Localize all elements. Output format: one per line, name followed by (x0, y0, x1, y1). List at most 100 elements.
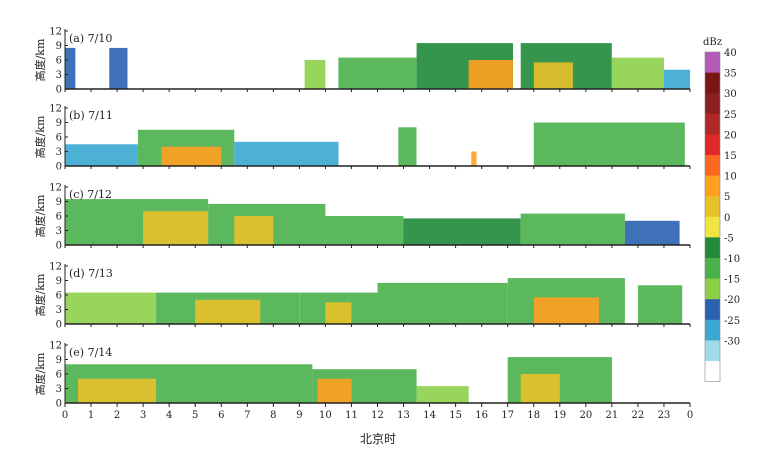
echo-segment (325, 302, 352, 325)
colorbar-cell (705, 155, 720, 176)
colorbar-cell (705, 72, 720, 94)
y-tick-label: 6 (56, 133, 62, 144)
y-tick-label: 12 (49, 341, 62, 352)
x-tick-label: 1 (88, 410, 94, 421)
x-tick-label: 12 (371, 410, 384, 421)
y-tick-label: 9 (56, 355, 62, 366)
x-tick-label: 17 (501, 410, 514, 421)
y-axis-label: 高度/km (33, 38, 47, 81)
echo-segment (109, 47, 128, 89)
echo-segment (611, 57, 664, 89)
y-axis-label: 高度/km (33, 115, 47, 158)
echo-segment (468, 60, 513, 89)
y-tick-label: 6 (56, 291, 62, 302)
echo-segment (471, 151, 477, 166)
panel-label: (a) 7/10 (69, 32, 112, 45)
x-tick-label: 2 (114, 410, 120, 421)
echo-segment (161, 146, 222, 166)
x-tick-label: 18 (527, 410, 540, 421)
x-tick-label: 4 (166, 410, 172, 421)
x-axis: 0 1 2 3 4 5 6 7 8 9 10 11 12 13 14 15 16 17 18 19 20 21 22 23 0 (62, 89, 693, 421)
colorbar-cell (705, 52, 720, 73)
colorbar-tick-label: -15 (724, 275, 740, 286)
y-tick-label: 0 (56, 241, 62, 252)
colorbar-cell (705, 113, 720, 135)
y-tick-label: 3 (56, 147, 62, 158)
echo-segment (398, 127, 417, 166)
echo-segment (520, 374, 560, 403)
x-tick-label: 22 (632, 410, 645, 421)
x-tick-label: 0 (687, 410, 693, 421)
y-tick-label: 3 (56, 384, 62, 395)
echo-segment (338, 57, 417, 89)
echo-segment (65, 47, 76, 89)
panel-label: (d) 7/13 (69, 267, 113, 280)
x-tick-label: 11 (345, 410, 358, 421)
x-tick-label: 5 (192, 410, 198, 421)
echo-segment (533, 62, 573, 89)
echo-segment (234, 141, 339, 166)
echo-segment (377, 282, 508, 324)
panel-label: (b) 7/11 (69, 109, 113, 122)
echo-segment (234, 216, 274, 245)
x-tick-label: 15 (449, 410, 462, 421)
x-tick-label: 10 (319, 410, 332, 421)
colorbar-tick-label: 15 (724, 151, 737, 162)
colorbar-tick-label: -5 (724, 233, 734, 244)
colorbar-tick-label: -20 (724, 295, 740, 306)
x-tick-label: 23 (658, 410, 671, 421)
colorbar-tick-label: -10 (724, 254, 740, 265)
x-tick-label: 16 (475, 410, 488, 421)
echo-segment (65, 292, 157, 324)
y-tick-label: 0 (56, 162, 62, 173)
echo-segment (533, 297, 599, 324)
y-axis-label: 高度/km (33, 273, 47, 316)
echo-segment (304, 60, 326, 89)
colorbar-cell (705, 258, 720, 279)
y-tick-label: 6 (56, 56, 62, 67)
colorbar-cell (705, 319, 720, 341)
y-tick-label: 9 (56, 276, 62, 287)
y-tick-label: 6 (56, 370, 62, 381)
echo-segment (403, 218, 521, 245)
echo-segment (416, 386, 469, 403)
colorbar-cell (705, 93, 720, 115)
colorbar-tick-label: 30 (724, 89, 737, 100)
echo-segment (195, 299, 261, 324)
y-tick-label: 12 (49, 104, 62, 115)
colorbar-cell (705, 196, 720, 218)
colorbar-cell (705, 299, 720, 321)
y-axis-label: 高度/km (33, 352, 47, 395)
x-tick-label: 3 (140, 410, 146, 421)
colorbar-cell (705, 134, 720, 156)
colorbar-cell (705, 361, 720, 382)
y-tick-label: 3 (56, 70, 62, 81)
panel-label: (e) 7/14 (69, 346, 112, 359)
y-tick-label: 9 (56, 41, 62, 52)
y-tick-label: 3 (56, 226, 62, 237)
colorbar-cell (705, 340, 720, 362)
y-tick-label: 0 (56, 85, 62, 96)
x-tick-label: 9 (296, 410, 302, 421)
colorbar-tick-label: 25 (724, 110, 737, 121)
colorbar-tick-label: 20 (724, 130, 737, 141)
colorbar-tick-label: -30 (724, 336, 740, 347)
colorbar-tick-label: 40 (724, 48, 737, 59)
y-axis-label: 高度/km (33, 194, 47, 237)
echo-segment (533, 122, 685, 166)
x-tick-label: 20 (579, 410, 592, 421)
x-tick-label: 8 (270, 410, 276, 421)
y-tick-label: 9 (56, 197, 62, 208)
y-tick-label: 0 (56, 399, 62, 410)
echo-segment (325, 216, 404, 245)
colorbar-cell (705, 216, 720, 238)
y-tick-label: 9 (56, 118, 62, 129)
colorbar-tick-label: 10 (724, 172, 737, 183)
y-tick-label: 3 (56, 305, 62, 316)
